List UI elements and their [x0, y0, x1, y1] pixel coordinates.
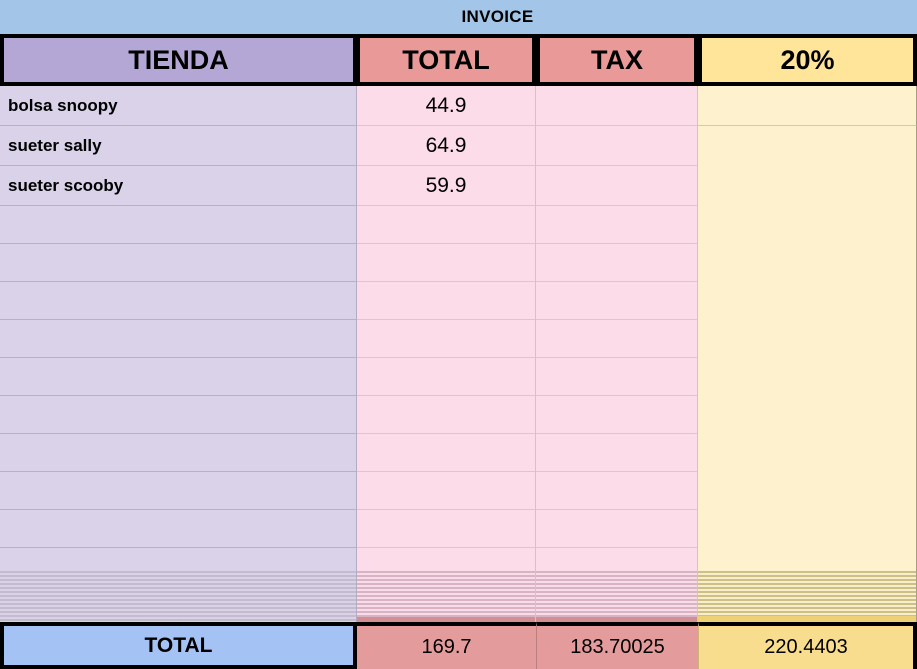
empty-cell[interactable]: [357, 282, 536, 320]
cell-pct[interactable]: [698, 126, 917, 166]
empty-cell[interactable]: [357, 472, 536, 510]
empty-row: [0, 244, 917, 282]
empty-row: [0, 358, 917, 396]
empty-cell[interactable]: [0, 434, 357, 472]
empty-cell[interactable]: [698, 206, 917, 244]
empty-cell[interactable]: [536, 206, 698, 244]
cell-tienda[interactable]: sueter scooby: [0, 166, 357, 206]
cell-total[interactable]: 59.9: [357, 166, 536, 206]
empty-cell[interactable]: [536, 510, 698, 548]
cell-total[interactable]: 64.9: [357, 126, 536, 166]
empty-cell[interactable]: [0, 244, 357, 282]
empty-row: [0, 434, 917, 472]
empty-cell[interactable]: [698, 244, 917, 282]
empty-row: [0, 548, 917, 571]
empty-cell[interactable]: [0, 396, 357, 434]
empty-cell[interactable]: [698, 510, 917, 548]
cell-pct[interactable]: [698, 166, 917, 206]
empty-row: [0, 396, 917, 434]
compressed-rows-band: [0, 571, 917, 622]
empty-cell[interactable]: [698, 396, 917, 434]
header-row: TIENDA TOTAL TAX 20%: [0, 34, 917, 86]
empty-row: [0, 320, 917, 358]
empty-cell[interactable]: [536, 244, 698, 282]
empty-cell[interactable]: [536, 434, 698, 472]
table-row: sueter sally 64.9: [0, 126, 917, 166]
cell-tax[interactable]: [536, 126, 698, 166]
empty-row: [0, 282, 917, 320]
compressed-rows-tax[interactable]: [536, 571, 698, 622]
empty-cell[interactable]: [357, 320, 536, 358]
empty-cell[interactable]: [0, 548, 357, 571]
empty-cell[interactable]: [698, 358, 917, 396]
cell-pct[interactable]: [698, 86, 917, 126]
cell-tienda[interactable]: sueter sally: [0, 126, 357, 166]
empty-cell[interactable]: [357, 244, 536, 282]
empty-cell[interactable]: [0, 472, 357, 510]
title-bar[interactable]: INVOICE: [0, 0, 917, 34]
empty-cell[interactable]: [536, 472, 698, 510]
table-row: sueter scooby 59.9: [0, 166, 917, 206]
empty-cell[interactable]: [0, 206, 357, 244]
empty-cell[interactable]: [536, 548, 698, 571]
empty-cell[interactable]: [698, 472, 917, 510]
empty-cell[interactable]: [0, 510, 357, 548]
sheet-title: INVOICE: [461, 7, 534, 26]
empty-cell[interactable]: [698, 320, 917, 358]
compressed-rows-total[interactable]: [357, 571, 536, 622]
cell-tax[interactable]: [536, 86, 698, 126]
footer-tax-value[interactable]: 183.70025: [536, 622, 698, 669]
empty-cell[interactable]: [0, 282, 357, 320]
empty-row: [0, 472, 917, 510]
empty-cell[interactable]: [357, 206, 536, 244]
compressed-rows-pct[interactable]: [698, 571, 917, 622]
cell-tax[interactable]: [536, 166, 698, 206]
empty-cell[interactable]: [357, 548, 536, 571]
empty-cell[interactable]: [536, 358, 698, 396]
footer-pct-value[interactable]: 220.4403: [698, 622, 917, 669]
cell-total[interactable]: 44.9: [357, 86, 536, 126]
cell-tienda[interactable]: bolsa snoopy: [0, 86, 357, 126]
empty-cell[interactable]: [0, 358, 357, 396]
header-cell-total[interactable]: TOTAL: [357, 34, 536, 86]
empty-cell[interactable]: [357, 396, 536, 434]
empty-cell[interactable]: [698, 434, 917, 472]
empty-cell[interactable]: [0, 320, 357, 358]
empty-cell[interactable]: [357, 434, 536, 472]
footer-total-label[interactable]: TOTAL: [0, 622, 357, 669]
empty-cell[interactable]: [357, 358, 536, 396]
header-cell-tax[interactable]: TAX: [536, 34, 698, 86]
empty-cell[interactable]: [357, 510, 536, 548]
empty-cell[interactable]: [536, 282, 698, 320]
footer-total-value[interactable]: 169.7: [357, 622, 536, 669]
empty-row: [0, 206, 917, 244]
footer-row: TOTAL 169.7 183.70025 220.4403: [0, 622, 917, 669]
header-cell-pct[interactable]: 20%: [698, 34, 917, 86]
empty-cell[interactable]: [536, 396, 698, 434]
compressed-rows-tienda[interactable]: [0, 571, 357, 622]
header-cell-tienda[interactable]: TIENDA: [0, 34, 357, 86]
empty-row: [0, 510, 917, 548]
empty-cell[interactable]: [536, 320, 698, 358]
empty-cell[interactable]: [698, 282, 917, 320]
table-row: bolsa snoopy 44.9: [0, 86, 917, 126]
empty-cell[interactable]: [698, 548, 917, 571]
